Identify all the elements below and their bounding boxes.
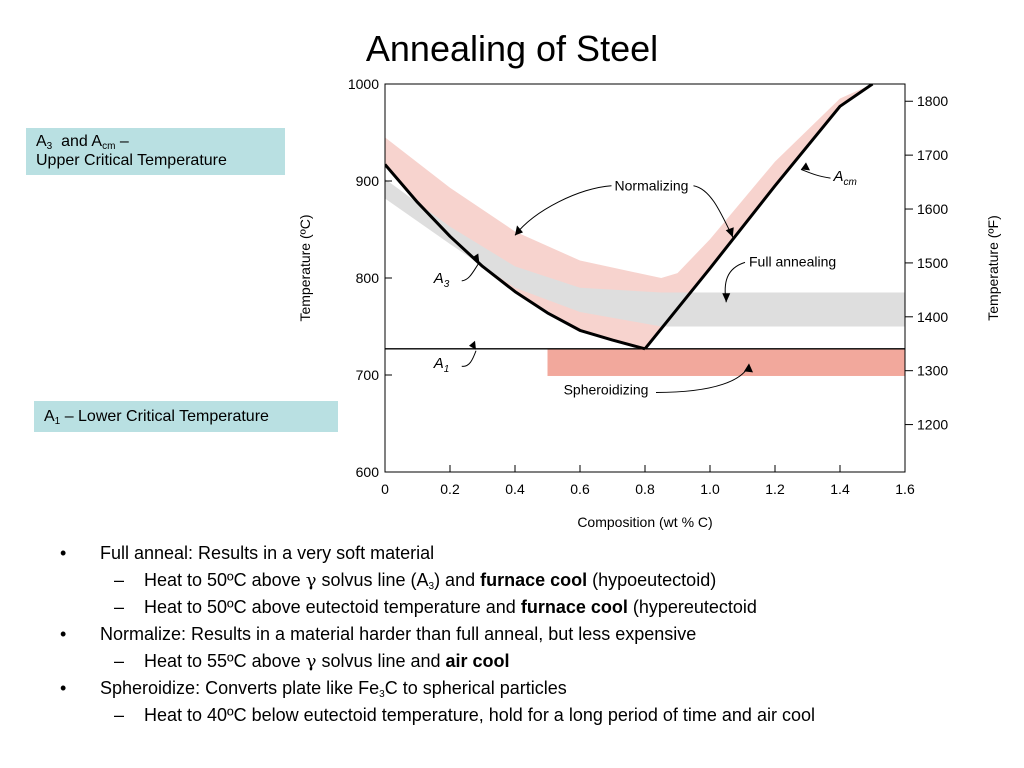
y-tick-label: 600: [356, 464, 380, 480]
x-axis-label: Composition (wt % C): [577, 514, 712, 530]
y2-tick-label: 1600: [917, 201, 948, 217]
a1-label: A1: [433, 355, 450, 375]
bullet-text: Spheroidize: Converts plate like Fe3C to…: [100, 675, 567, 702]
arrowhead-normalizing-left: [515, 225, 523, 235]
plot-area: [385, 84, 905, 376]
dash-mark: –: [114, 567, 124, 594]
x-tick-label: 1.0: [700, 481, 720, 497]
acm-label-sub: cm: [844, 177, 857, 188]
bold-text: air cool: [446, 651, 510, 671]
text-part: Heat to 55ºC above: [144, 651, 306, 671]
y-tick-label: 900: [356, 173, 380, 189]
text-part: Heat to 40ºC below eutectoid temperature…: [144, 705, 815, 725]
y2-tick-label: 1700: [917, 147, 948, 163]
x-tick-label: 0.2: [440, 481, 460, 497]
a3-label-main: A: [433, 270, 444, 287]
text-part: Normalize: Results in a material harder …: [100, 624, 696, 644]
text-part: Full anneal: Results in a very soft mate…: [100, 543, 434, 563]
a1-label-sub: 1: [444, 364, 450, 375]
bullet-text: Normalize: Results in a material harder …: [100, 621, 696, 648]
gamma-symbol: γ: [306, 570, 317, 591]
y2-axis-label: Temperature (ºF): [985, 215, 1001, 320]
x-tick-label: 0.4: [505, 481, 525, 497]
y-tick-label: 1000: [348, 76, 379, 92]
y2-tick-label: 1400: [917, 309, 948, 325]
y-tick-label: 700: [356, 367, 380, 383]
bullet-mark: •: [60, 621, 66, 648]
callout-line-2: Upper Critical Temperature: [36, 151, 275, 170]
acm-pointer: [801, 169, 831, 178]
text-part: C to spherical particles: [385, 678, 567, 698]
y2-tick-label: 1500: [917, 255, 948, 271]
slide-title: Annealing of Steel: [0, 28, 1024, 70]
text-part: Heat to 50ºC above eutectoid temperature…: [144, 597, 521, 617]
annealing-chart: 0 0.2 0.4 0.6 0.8 1.0 1.2 1.4 1.6 600 700 800 900 100…: [280, 72, 1020, 542]
acm-label: Acm: [833, 168, 857, 188]
a1-label-main: A: [433, 355, 444, 372]
y2-tick-label: 1800: [917, 93, 948, 109]
a3-label-sub: 3: [444, 279, 450, 290]
spheroidizing-label: Spheroidizing: [564, 381, 649, 397]
spheroidizing-band: [548, 349, 906, 376]
bullet-text: Heat to 50ºC above eutectoid temperature…: [144, 594, 757, 621]
bullet-mark: •: [60, 540, 66, 567]
a3-symbol: A: [36, 133, 47, 150]
text-part: ) and: [434, 570, 480, 590]
bullet-mark: •: [60, 675, 66, 702]
a1-symbol: A: [44, 408, 55, 425]
full-annealing-label: Full annealing: [749, 253, 836, 269]
bullet-text: Heat to 50ºC above γ solvus line (A3) an…: [144, 567, 716, 594]
dash-mark: –: [114, 702, 124, 729]
y2-tick-label: 1200: [917, 417, 948, 433]
bold-text: furnace cool: [480, 570, 587, 590]
text-part: Heat to 50ºC above: [144, 570, 306, 590]
text-part: (hypereutectoid: [628, 597, 757, 617]
x-tick-label: 0.6: [570, 481, 590, 497]
text-part: (hypoeutectoid): [587, 570, 716, 590]
bullet-text: Heat to 40ºC below eutectoid temperature…: [144, 702, 815, 729]
x-tick-label: 1.6: [895, 481, 915, 497]
and-acm-text: and A: [61, 133, 102, 150]
callout-line-1: A3 and Acm –: [36, 132, 275, 151]
normalizing-label: Normalizing: [615, 178, 689, 194]
acm-label-main: A: [833, 168, 844, 185]
normalizing-pointer-left: [515, 186, 612, 236]
a1-pointer: [462, 351, 476, 367]
text-part: solvus line (A: [316, 570, 428, 590]
y-tick-label: 800: [356, 270, 380, 286]
arrowhead-acm: [801, 162, 810, 170]
callout-dash: –: [120, 133, 129, 150]
bold-text: furnace cool: [521, 597, 628, 617]
bullet-text: Full anneal: Results in a very soft mate…: [100, 540, 434, 567]
a1-subscript: 1: [55, 416, 61, 427]
text-part: solvus line and: [316, 651, 445, 671]
bullet-text: Heat to 55ºC above γ solvus line and air…: [144, 648, 510, 675]
lower-critical-text: – Lower Critical Temperature: [65, 408, 269, 425]
gamma-symbol: γ: [306, 651, 317, 672]
a3-label: A3: [433, 270, 450, 290]
dash-mark: –: [114, 648, 124, 675]
x-tick-label: 1.2: [765, 481, 785, 497]
y-axis-label: Temperature (ºC): [297, 214, 313, 321]
x-tick-label: 0.8: [635, 481, 655, 497]
dash-mark: –: [114, 594, 124, 621]
x-tick-label: 0: [381, 481, 389, 497]
upper-critical-callout: A3 and Acm – Upper Critical Temperature: [26, 128, 285, 175]
text-part: Spheroidize: Converts plate like Fe: [100, 678, 379, 698]
a3-pointer: [462, 262, 480, 280]
y2-tick-label: 1300: [917, 363, 948, 379]
x-tick-label: 1.4: [830, 481, 850, 497]
